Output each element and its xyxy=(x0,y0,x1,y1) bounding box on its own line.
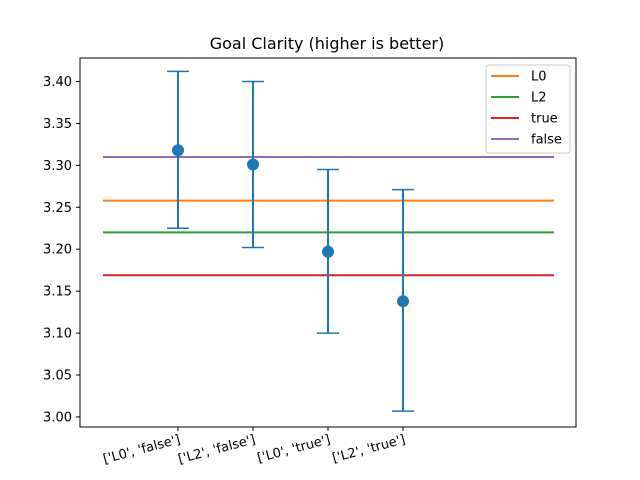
data-point xyxy=(397,295,409,308)
legend-label: false xyxy=(531,133,562,148)
y-tick-label: 3.35 xyxy=(43,117,72,132)
data-points xyxy=(172,144,409,308)
data-point xyxy=(322,245,334,258)
chart-title: Goal Clarity (higher is better) xyxy=(210,34,445,53)
data-point xyxy=(172,144,184,157)
y-tick-label: 3.40 xyxy=(43,75,72,90)
y-tick-label: 3.30 xyxy=(43,159,72,174)
legend-label: true xyxy=(531,112,558,127)
y-tick-label: 3.10 xyxy=(43,327,72,342)
y-tick-label: 3.00 xyxy=(43,410,72,425)
y-tick-label: 3.25 xyxy=(43,201,72,216)
y-axis: 3.00 3.05 3.10 3.15 3.20 3.25 3.30 3.35 3.40 xyxy=(43,75,80,425)
y-tick-label: 3.20 xyxy=(43,243,72,258)
legend-label: L0 xyxy=(531,70,547,85)
legend-box xyxy=(485,64,571,154)
y-tick-label: 3.15 xyxy=(43,285,72,300)
legend-label: L2 xyxy=(531,91,547,106)
data-point xyxy=(247,158,259,171)
y-tick-label: 3.05 xyxy=(43,369,72,384)
legend: L0 L2 true false xyxy=(485,64,571,154)
